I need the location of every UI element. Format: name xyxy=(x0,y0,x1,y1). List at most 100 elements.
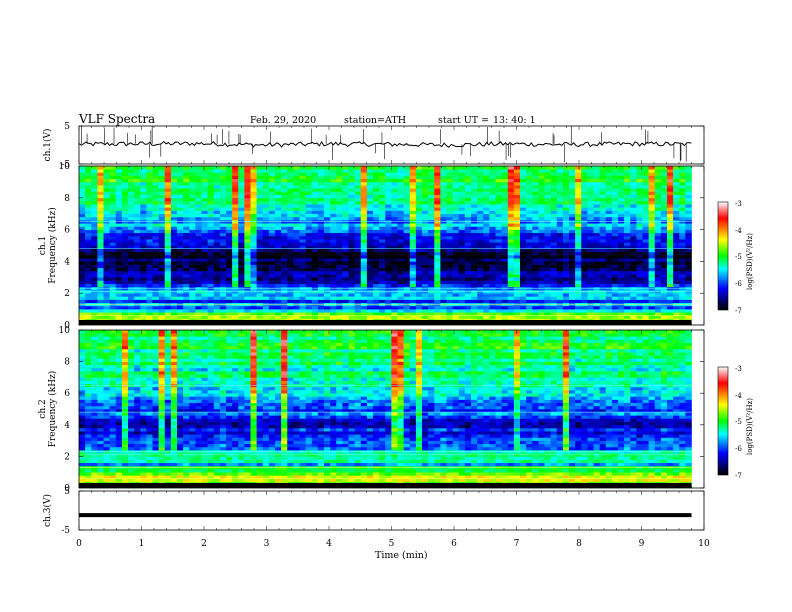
spectrogram-cell xyxy=(391,283,398,288)
spectrogram-cell xyxy=(391,210,398,214)
spectrogram-cell xyxy=(366,248,374,253)
spectrogram-cell xyxy=(464,210,472,214)
spectrogram-cell xyxy=(79,242,86,246)
spectrogram-cell xyxy=(483,197,490,202)
spectrogram-cell xyxy=(624,245,631,249)
spectrogram-cell xyxy=(391,280,398,284)
spectrogram-cell xyxy=(213,248,221,253)
spectrogram-cell xyxy=(317,191,325,195)
spectrogram-cell xyxy=(624,191,631,195)
spectrogram-cell xyxy=(526,235,533,240)
spectrogram-cell xyxy=(360,185,368,189)
spectrogram-cell xyxy=(207,204,215,208)
spectrogram-cell xyxy=(79,194,86,199)
spectrogram-cell xyxy=(507,229,515,234)
spectrogram-cell xyxy=(611,223,619,227)
spectrogram-cell xyxy=(593,267,600,272)
spectrogram-cell xyxy=(250,232,257,237)
spectrogram-cell xyxy=(366,175,374,180)
spectrogram-cell xyxy=(164,172,172,176)
spectrogram-cell xyxy=(244,223,251,227)
spectrogram-cell xyxy=(85,178,92,183)
spectrogram-cell xyxy=(342,207,349,211)
spectrogram-cell xyxy=(152,245,159,249)
spectrogram-cell xyxy=(177,213,184,218)
spectrogram-cell xyxy=(183,223,190,227)
spectrogram-cell xyxy=(532,226,539,230)
spectrogram-cell xyxy=(575,293,582,297)
spectrogram-cell xyxy=(593,264,600,269)
spectrogram-cell xyxy=(79,267,86,272)
spectrogram-cell xyxy=(268,296,276,300)
spectrogram-cell xyxy=(526,239,533,243)
spectrogram-cell xyxy=(219,312,227,316)
spectrogram-cell xyxy=(391,229,398,234)
spectrogram-cell xyxy=(373,274,380,278)
spectrogram-cell xyxy=(673,181,680,186)
spectrogram-cell xyxy=(660,204,668,208)
spectrogram-cell xyxy=(667,248,674,253)
spectrogram-cell xyxy=(532,175,539,180)
spectrogram-cell xyxy=(685,277,692,281)
spectrogram-cell xyxy=(422,280,429,284)
spectrogram-cell xyxy=(575,197,582,202)
spectrogram-cell xyxy=(244,305,251,310)
spectrogram-cell xyxy=(624,210,631,214)
spectrogram-cell xyxy=(489,210,496,214)
spectrogram-cell xyxy=(422,315,429,319)
spectrogram-cell xyxy=(562,251,570,256)
spectrogram-cell xyxy=(97,197,104,202)
spectrogram-cell xyxy=(464,175,472,180)
spectrogram-cell xyxy=(446,280,453,284)
spectrogram-cell xyxy=(507,226,515,230)
spectrogram-cell xyxy=(654,207,662,211)
spectrogram-cell xyxy=(348,200,355,205)
spectrogram-cell xyxy=(685,197,692,202)
spectrogram-cell xyxy=(115,267,123,272)
spectrogram-cell xyxy=(667,204,674,208)
spectrogram-cell xyxy=(569,216,576,221)
spectrogram-cell xyxy=(385,216,392,221)
spectrogram-cell xyxy=(183,299,190,304)
spectrogram-cell xyxy=(562,264,570,269)
spectrogram-cell xyxy=(140,235,147,240)
spectrogram-cell xyxy=(544,239,551,243)
spectrogram-cell xyxy=(164,197,172,202)
spectrogram-cell xyxy=(195,226,202,230)
spectrogram-cell xyxy=(489,267,496,272)
spectrogram-cell xyxy=(648,312,656,316)
spectrogram-cell xyxy=(391,296,398,300)
spectrogram-cell xyxy=(507,293,515,297)
spectrogram-cell xyxy=(293,200,300,205)
spectrogram-cell xyxy=(226,296,233,300)
spectrogram-cell xyxy=(660,207,668,211)
spectrogram-cell xyxy=(458,280,466,284)
spectrogram-cell xyxy=(164,204,172,208)
spectrogram-cell xyxy=(391,248,398,253)
spectrogram-cell xyxy=(213,264,221,269)
spectrogram-cell xyxy=(324,200,331,205)
spectrogram-cell xyxy=(409,255,417,259)
spectrogram-cell xyxy=(152,178,159,183)
spectrogram-cell xyxy=(483,255,490,259)
spectrogram-cell xyxy=(452,235,460,240)
spectrogram-cell xyxy=(538,226,545,230)
spectrogram-cell xyxy=(495,255,502,259)
spectrogram-cell xyxy=(330,251,337,256)
spectrogram-cell xyxy=(642,226,649,230)
spectrogram-cell xyxy=(403,293,411,297)
spectrogram-cell xyxy=(226,185,233,189)
spectrogram-cell xyxy=(685,207,692,211)
spectrogram-cell xyxy=(544,299,551,304)
spectrogram-cell xyxy=(660,309,668,313)
spectrogram-cell xyxy=(532,194,539,199)
spectrogram-cell xyxy=(648,229,656,234)
spectrogram-cell xyxy=(177,277,184,281)
spectrogram-cell xyxy=(226,305,233,310)
spectrogram-cell xyxy=(624,309,631,313)
spectrogram-cell xyxy=(648,191,656,195)
spectrogram-cell xyxy=(507,235,515,240)
spectrogram-cell xyxy=(360,226,368,230)
spectrogram-cell xyxy=(324,232,331,237)
spectrogram-cell xyxy=(183,261,190,265)
